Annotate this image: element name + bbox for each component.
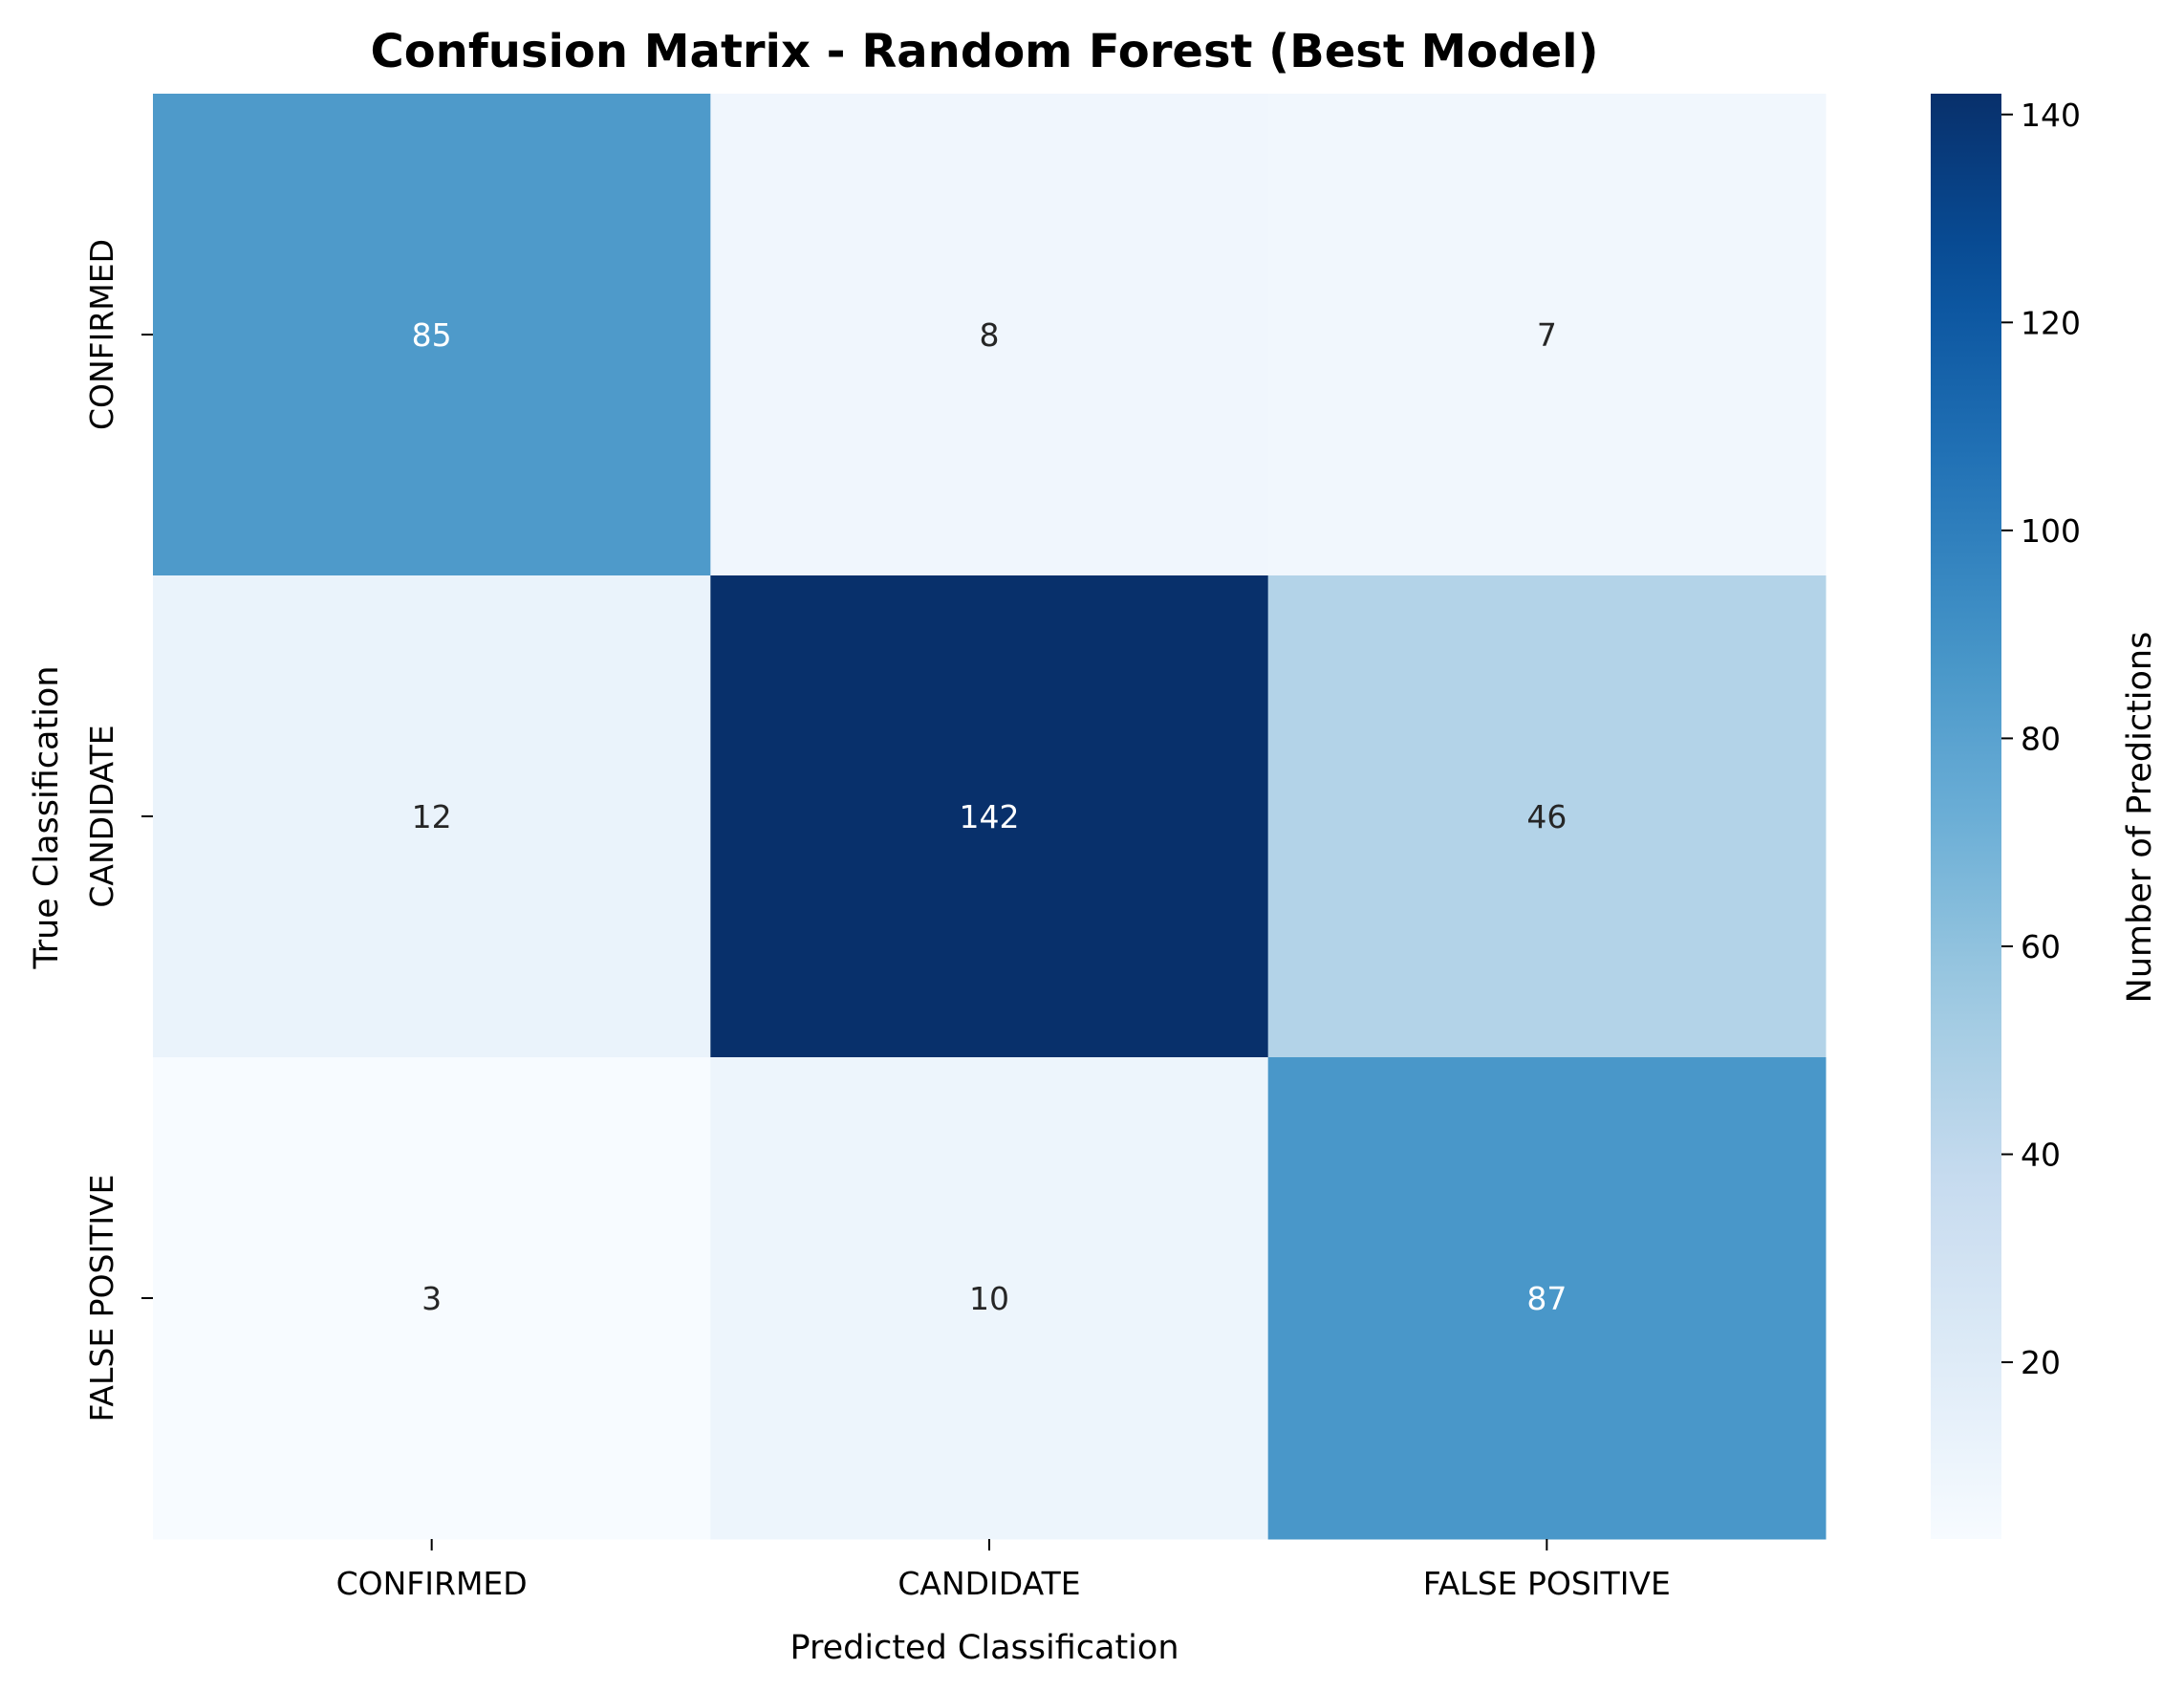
colorbar-ticks: 20 40 60 80 100 120 140 <box>2001 97 2081 1381</box>
heatmap-cell <box>1267 575 1827 1058</box>
colorbar-tick-label: 60 <box>2021 928 2061 965</box>
heatmap-cell <box>153 575 711 1058</box>
x-tick-label: CANDIDATE <box>897 1565 1080 1602</box>
cell-value-label: 7 <box>1537 316 1557 354</box>
cell-value-label: 85 <box>412 316 452 354</box>
heatmap-cell-labels: 85 8 712 142 463 10 87 <box>412 316 1568 1317</box>
colorbar-tick-label: 40 <box>2021 1137 2061 1174</box>
colorbar-tick-label: 20 <box>2021 1344 2061 1381</box>
colorbar-label: Number of Predictions <box>2121 632 2159 1004</box>
heatmap-cell <box>1267 94 1827 576</box>
colorbar-tick-label: 80 <box>2021 720 2061 757</box>
heatmap-cell <box>153 1057 711 1540</box>
x-axis-ticks: CONFIRMED CANDIDATE FALSE POSITIVE <box>336 1539 1671 1602</box>
y-axis-ticks: CONFIRMED CANDIDATE FALSE POSITIVE <box>83 239 153 1422</box>
cell-value-label: 46 <box>1526 798 1567 835</box>
heatmap-cell <box>710 94 1269 576</box>
y-tick-label: FALSE POSITIVE <box>83 1174 120 1421</box>
colorbar <box>1931 94 2001 1539</box>
chart-title: Confusion Matrix - Random Forest (Best M… <box>370 25 1598 78</box>
colorbar-tick-label: 120 <box>2021 304 2081 341</box>
y-tick-label: CANDIDATE <box>83 725 120 907</box>
x-tick-label: FALSE POSITIVE <box>1423 1565 1671 1602</box>
colorbar-tick-label: 100 <box>2021 512 2081 550</box>
heatmap-cell <box>710 1057 1269 1540</box>
x-axis-label: Predicted Classification <box>789 1629 1178 1667</box>
cell-value-label: 87 <box>1526 1280 1567 1317</box>
cell-value-label: 8 <box>980 316 1000 354</box>
heatmap-cell <box>1267 1057 1827 1540</box>
cell-value-label: 10 <box>969 1280 1009 1317</box>
heatmap-cells <box>153 94 1827 1540</box>
heatmap-cell <box>710 575 1269 1058</box>
x-tick-label: CONFIRMED <box>336 1565 528 1602</box>
y-axis-label: True Classification <box>28 665 66 969</box>
cell-value-label: 142 <box>960 798 1020 835</box>
y-tick-label: CONFIRMED <box>83 239 120 430</box>
heatmap-cell <box>153 94 711 576</box>
cell-value-label: 3 <box>422 1280 442 1317</box>
colorbar-tick-label: 140 <box>2021 97 2081 134</box>
cell-value-label: 12 <box>412 798 452 835</box>
